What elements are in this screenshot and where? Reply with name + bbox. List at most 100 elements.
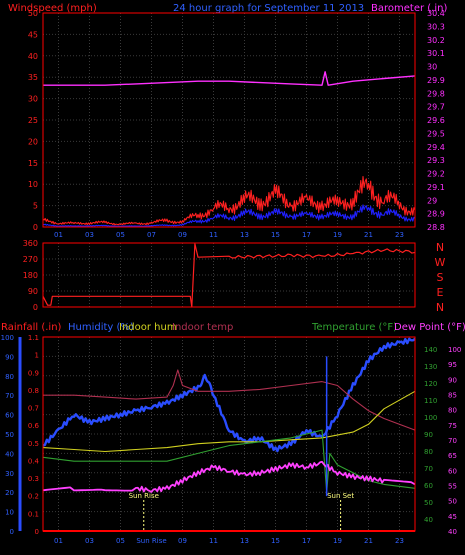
series-barometer <box>43 71 416 86</box>
wind-y-tick-label: 0 <box>33 223 38 232</box>
wind-y-tick-label: 10 <box>28 180 38 189</box>
series-dew-point <box>42 460 416 493</box>
x-tick-label: 05 <box>116 231 125 239</box>
temperature-y-tick-label: 40 <box>424 516 433 524</box>
barometer-y-tick-label: 29.5 <box>427 129 445 138</box>
humidity-y-tick-label: 100 <box>1 334 14 342</box>
wind-y-tick-label: 5 <box>33 202 38 211</box>
wind-plot-frame <box>42 12 416 228</box>
temperature-y-tick-label: 120 <box>424 380 437 388</box>
direction-plot-frame <box>42 242 416 308</box>
barometer-y-tick-label: 30 <box>427 63 437 72</box>
dew-point-y-tick-label: 100 <box>448 346 461 354</box>
x-tick-label: 07 <box>147 231 156 239</box>
series-temperature <box>42 429 416 493</box>
rain-y-tick-label: 0.3 <box>28 475 39 483</box>
barometer-y-tick-label: 29 <box>427 196 437 205</box>
series-indoor-temp <box>43 369 416 431</box>
indoor-temp-label: Indoor temp <box>172 322 233 333</box>
direction-y-tick-label: 270 <box>23 255 38 264</box>
humidity-y-tick-label: 80 <box>5 373 14 381</box>
temperature-y-tick-label: 60 <box>424 482 433 490</box>
temperature-y-tick-label: 90 <box>424 431 433 439</box>
humidity-y-tick-label: 90 <box>5 353 14 361</box>
wind-y-tick-label: 45 <box>28 30 38 39</box>
x-tick-label: 23 <box>395 537 404 545</box>
x-tick-label: 15 <box>271 537 280 545</box>
x-tick-label: 01 <box>54 537 63 545</box>
rain-y-tick-label: 1 <box>35 352 39 360</box>
dew-point-axis-label: Dew Point (°F) <box>394 322 465 333</box>
rainfall-axis-label: Rainfall (.in) <box>1 322 62 333</box>
barometer-y-tick-label: 29.4 <box>427 143 445 152</box>
x-tick-label: Sun Rise <box>136 537 166 545</box>
humidity-y-tick-label: 60 <box>5 412 14 420</box>
series-gust <box>42 204 416 227</box>
wind-y-tick-label: 50 <box>28 9 38 18</box>
barometer-y-tick-label: 29.2 <box>427 170 445 179</box>
x-tick-label: 01 <box>54 231 63 239</box>
x-tick-label: 09 <box>178 537 187 545</box>
barometer-y-tick-label: 29.9 <box>427 76 445 85</box>
humidity-y-tick-label: 40 <box>5 450 14 458</box>
dew-point-y-tick-label: 95 <box>448 361 457 369</box>
rain-y-tick-label: 0.7 <box>28 405 39 413</box>
chart-title: 24 hour graph for September 11 2013 <box>173 3 364 14</box>
humidity-axis-label: Humidity (%) <box>68 322 134 333</box>
series-indoor-hum <box>42 390 416 453</box>
humidity-y-tick-label: 20 <box>5 489 14 497</box>
direction-compass-label: W <box>435 256 446 269</box>
rain-y-tick-label: 0.5 <box>28 440 39 448</box>
x-tick-label: 03 <box>85 231 94 239</box>
dew-point-y-tick-label: 85 <box>448 392 457 400</box>
dew-point-y-tick-label: 45 <box>448 513 457 521</box>
rain-y-tick-label: 0.9 <box>28 369 39 377</box>
wind-y-tick-label: 15 <box>28 159 38 168</box>
dew-point-y-tick-label: 50 <box>448 498 457 506</box>
temperature-axis-label: Temperature (°F) <box>311 322 397 333</box>
humidity-y-tick-label: 0 <box>10 528 14 536</box>
temperature-plot-frame <box>42 336 416 532</box>
x-tick-label: 17 <box>302 231 311 239</box>
rain-y-tick-label: 0.8 <box>28 387 39 395</box>
indoor-hum-label: Indoor hum <box>119 322 177 333</box>
barometer-y-tick-label: 30.3 <box>427 22 445 31</box>
temperature-y-tick-label: 70 <box>424 465 433 473</box>
series-direction <box>42 243 416 308</box>
barometer-y-tick-label: 29.6 <box>427 116 445 125</box>
wind-barometer-panel: Windspeed (mph) 24 hour graph for Septem… <box>8 3 447 239</box>
dew-point-y-tick-label: 60 <box>448 467 457 475</box>
x-tick-label: 19 <box>333 231 342 239</box>
dew-point-y-tick-label: 65 <box>448 452 457 460</box>
x-tick-label: 21 <box>364 537 373 545</box>
direction-compass-label: S <box>437 271 444 284</box>
barometer-y-tick-label: 29.8 <box>427 89 445 98</box>
x-tick-label: 23 <box>395 231 404 239</box>
x-tick-label: 05 <box>116 537 125 545</box>
temperature-y-tick-label: 130 <box>424 363 437 371</box>
sun-set-label: Sun Set <box>327 492 354 500</box>
wind-y-tick-label: 30 <box>28 95 38 104</box>
rain-y-tick-label: 0.6 <box>28 422 40 430</box>
temperature-y-tick-label: 110 <box>424 397 437 405</box>
rain-y-tick-label: 0.2 <box>28 493 39 501</box>
barometer-y-tick-label: 29.3 <box>427 156 445 165</box>
barometer-y-tick-label: 29.7 <box>427 103 445 112</box>
wind-y-tick-label: 40 <box>28 52 38 61</box>
wind-y-tick-label: 35 <box>28 73 38 82</box>
temperature-y-tick-label: 140 <box>424 346 437 354</box>
sun-rise-label: Sun Rise <box>129 492 159 500</box>
direction-y-tick-label: 180 <box>23 271 38 280</box>
barometer-y-tick-label: 30.2 <box>427 36 445 45</box>
barometer-y-tick-label: 30.1 <box>427 49 445 58</box>
temperature-y-tick-label: 100 <box>424 414 437 422</box>
dew-point-y-tick-label: 80 <box>448 407 457 415</box>
x-tick-label: 13 <box>240 537 249 545</box>
barometer-y-tick-label: 28.9 <box>427 210 445 219</box>
x-tick-label: 19 <box>333 537 342 545</box>
dew-point-y-tick-label: 40 <box>448 528 457 536</box>
windspeed-axis-label: Windspeed (mph) <box>8 3 97 14</box>
